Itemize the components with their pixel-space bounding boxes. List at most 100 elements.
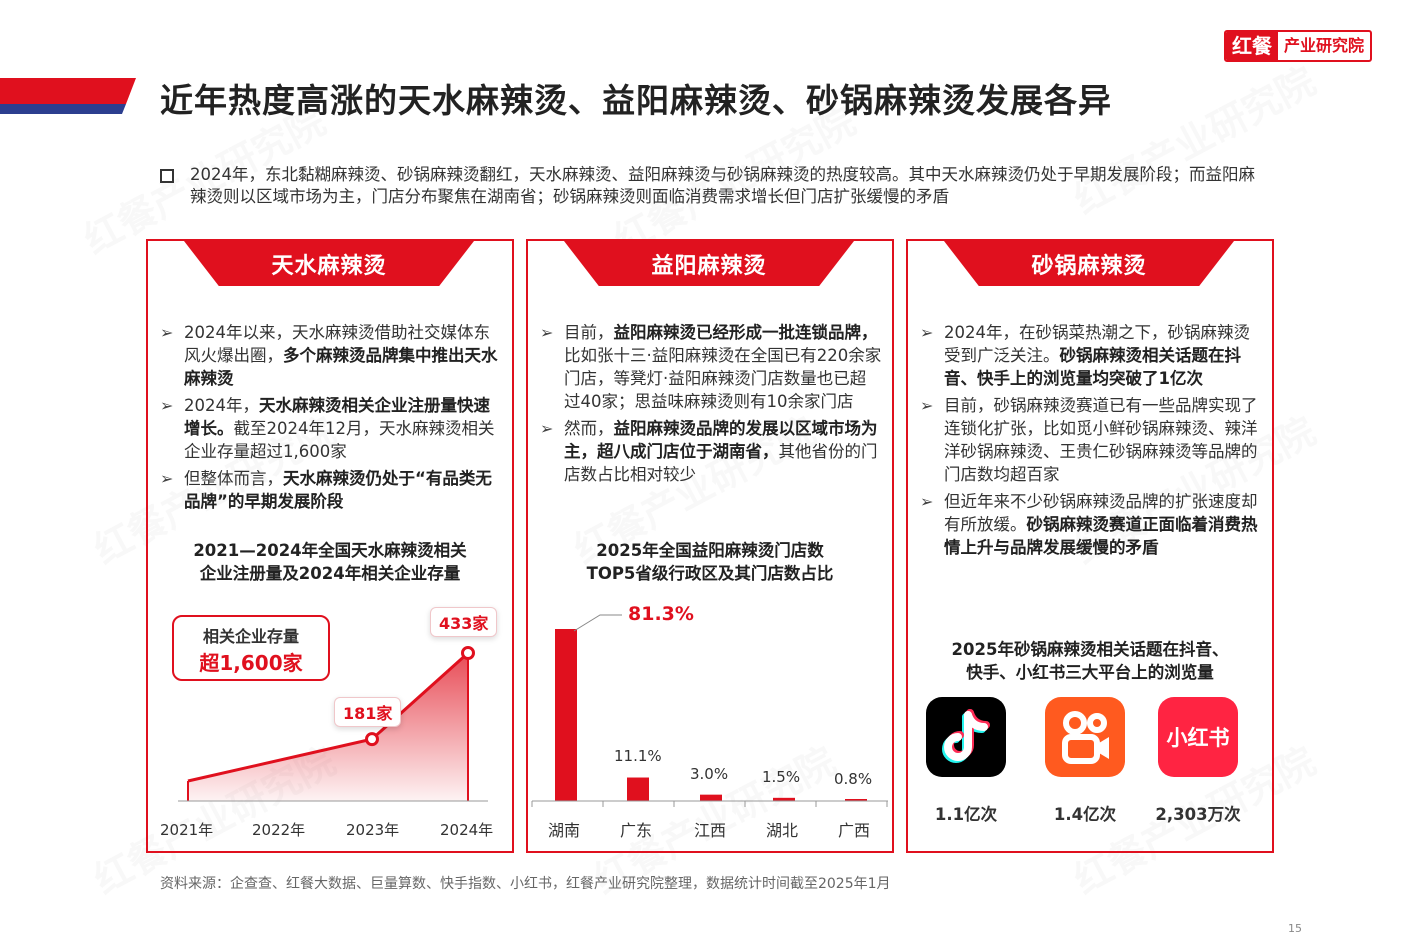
panel-tag: 砂锅麻辣烫 xyxy=(944,241,1234,286)
bar-value-label: 11.1% xyxy=(614,747,662,765)
panel-tag-label: 天水麻辣烫 xyxy=(271,253,387,279)
panel-tianshui: 天水麻辣烫 ➢ 2024年以来，天水麻辣烫借助社交媒体东风火爆出圈，多个麻辣烫品牌… xyxy=(146,239,514,853)
panel-shaguo: 砂锅麻辣烫 ➢ 2024年，在砂锅菜热潮之下，砂锅麻辣烫受到广泛关注。砂锅麻辣烫相… xyxy=(906,239,1274,853)
bullet-text: 然而，益阳麻辣烫品牌的发展以区域市场为主，超八成门店位于湖南省，其他省份的门店数… xyxy=(564,417,882,486)
bullet-text: 但整体而言，天水麻辣烫仍处于“有品类无品牌”的早期发展阶段 xyxy=(184,467,502,513)
data-point xyxy=(461,646,475,660)
bullet-text: 目前，益阳麻辣烫已经形成一批连锁品牌， 比如张十三·益阳麻辣烫在全国已有220余家… xyxy=(564,321,882,413)
stock-label: 相关企业存量 xyxy=(202,627,299,646)
kuaishou-icon xyxy=(1045,697,1125,777)
panel-tag-label: 砂锅麻辣烫 xyxy=(1031,253,1147,279)
x-tick-label: 广东 xyxy=(620,821,653,840)
page-title: 近年热度高涨的天水麻辣烫、益阳麻辣烫、砂锅麻辣烫发展各异 xyxy=(160,81,1112,120)
arrow-bullet-icon: ➢ xyxy=(160,469,174,488)
arrow-bullet-icon: ➢ xyxy=(160,396,174,415)
x-tick-label: 2024年 xyxy=(440,821,494,839)
x-tick-label: 湖北 xyxy=(766,821,799,840)
chart-title-line: 2025年砂锅麻辣烫相关话题在抖音、 xyxy=(951,640,1229,659)
xiaohongshu-icon-text: 小红书 xyxy=(1166,726,1230,750)
x-tick-label: 广西 xyxy=(838,821,871,840)
bullet-segment: 其他省份的门店数占比相对较少 xyxy=(564,442,878,484)
bullet-segment: 2024年， xyxy=(184,396,259,415)
bar-value-label: 0.8% xyxy=(834,770,873,788)
bullet-item: ➢ 但整体而言，天水麻辣烫仍处于“有品类无品牌”的早期发展阶段 xyxy=(160,467,502,513)
bullet-list: ➢ 2024年以来，天水麻辣烫借助社交媒体东风火爆出圈，多个麻辣烫品牌集中推出天水… xyxy=(160,321,502,517)
x-tick-label: 湖南 xyxy=(548,821,581,840)
data-label-2023: 181家 xyxy=(334,697,402,727)
bullet-text: 2024年以来，天水麻辣烫借助社交媒体东风火爆出圈，多个麻辣烫品牌集中推出天水麻… xyxy=(184,321,502,390)
platform-value: 1.4亿次 xyxy=(1053,805,1117,824)
page-number: 15 xyxy=(1288,922,1302,935)
bar xyxy=(555,629,577,801)
stock-callout: 相关企业存量 超1,600家 xyxy=(172,615,330,681)
bullet-emphasis: 砂锅麻辣烫赛道正面临着消费热情上升与品牌发展缓慢的矛盾 xyxy=(944,515,1258,557)
bullet-list: ➢ 目前，益阳麻辣烫已经形成一批连锁品牌， 比如张十三·益阳麻辣烫在全国已有220余… xyxy=(540,321,882,490)
bar-value-label: 81.3% xyxy=(628,603,694,625)
bullet-emphasis: 益阳麻辣烫已经形成一批连锁品牌， xyxy=(613,323,878,342)
leader-line xyxy=(573,614,622,632)
bullet-item: ➢ 2024年，在砂锅菜热潮之下，砂锅麻辣烫受到广泛关注。砂锅麻辣烫相关话题在抖音… xyxy=(920,321,1262,390)
chart-title-line: 2021—2024年全国天水麻辣烫相关 xyxy=(193,541,467,560)
arrow-bullet-icon: ➢ xyxy=(540,323,554,342)
bullet-segment: 目前，砂锅麻辣烫赛道已有一些品牌实现了连锁化扩张，比如觅小鲜砂锅麻辣烫、辣洋洋砂… xyxy=(944,396,1258,484)
chart-title: 2025年砂锅麻辣烫相关话题在抖音、 快手、小红书三大平台上的浏览量 xyxy=(908,638,1272,684)
arrow-bullet-icon: ➢ xyxy=(920,396,934,415)
bullet-item: ➢ 目前，益阳麻辣烫已经形成一批连锁品牌， 比如张十三·益阳麻辣烫在全国已有220余… xyxy=(540,321,882,413)
chart-title: 2025年全国益阳麻辣烫门店数 TOP5省级行政区及其门店数占比 xyxy=(528,539,892,585)
chart-title-line: 企业注册量及2024年相关企业存量 xyxy=(199,564,461,583)
arrow-bullet-icon: ➢ xyxy=(160,323,174,342)
chart-title-line: TOP5省级行政区及其门店数占比 xyxy=(586,564,834,583)
panel-tag: 天水麻辣烫 xyxy=(184,241,474,286)
bullet-item: ➢ 目前，砂锅麻辣烫赛道已有一些品牌实现了连锁化扩张，比如觅小鲜砂锅麻辣烫、辣洋洋… xyxy=(920,394,1262,486)
bullet-segment: 2024年，在砂锅菜热潮之下，砂锅麻辣烫受到广泛关注。 xyxy=(944,323,1250,365)
bullet-item: ➢ 2024年以来，天水麻辣烫借助社交媒体东风火爆出圈，多个麻辣烫品牌集中推出天水… xyxy=(160,321,502,390)
summary-text: 2024年，东北黏糊麻辣烫、砂锅麻辣烫翻红，天水麻辣烫、益阳麻辣烫与砂锅麻辣烫的… xyxy=(190,165,1255,206)
chart-title: 2021—2024年全国天水麻辣烫相关 企业注册量及2024年相关企业存量 xyxy=(148,539,512,585)
x-tick-label: 2021年 xyxy=(160,821,214,839)
bullet-text: 2024年，天水麻辣烫相关企业注册量快速增长。截至2024年12月，天水麻辣烫相… xyxy=(184,394,502,463)
bullet-segment: 2024年以来，天水麻辣烫借助社交媒体东风火爆出圈， xyxy=(184,323,490,365)
chart-title-line: 快手、小红书三大平台上的浏览量 xyxy=(966,663,1214,682)
square-bullet-icon xyxy=(160,169,174,183)
bullet-segment: 然而， xyxy=(564,419,614,438)
bullet-list: ➢ 2024年，在砂锅菜热潮之下，砂锅麻辣烫受到广泛关注。砂锅麻辣烫相关话题在抖音… xyxy=(920,321,1262,563)
bullet-segment: 截至2024年12月，天水麻辣烫相关企业存量超过1,600家 xyxy=(184,419,495,461)
bar-value-label: 1.5% xyxy=(762,768,801,786)
arrow-bullet-icon: ➢ xyxy=(920,492,934,511)
source-note: 资料来源：企查查、红餐大数据、巨量算数、快手指数、小红书，红餐产业研究院整理，数… xyxy=(160,876,891,892)
logo-text: 产业研究院 xyxy=(1284,36,1365,55)
x-tick-label: 2023年 xyxy=(346,821,400,839)
bullet-item: ➢ 然而，益阳麻辣烫品牌的发展以区域市场为主，超八成门店位于湖南省，其他省份的门店… xyxy=(540,417,882,486)
panel-yiyang: 益阳麻辣烫 ➢ 目前，益阳麻辣烫已经形成一批连锁品牌， 比如张十三·益阳麻辣烫在全国… xyxy=(526,239,894,853)
x-tick-label: 2022年 xyxy=(252,821,306,839)
bullet-item: ➢ 2024年，天水麻辣烫相关企业注册量快速增长。截至2024年12月，天水麻辣烫… xyxy=(160,394,502,463)
douyin-icon xyxy=(926,697,1006,777)
bullet-emphasis: 天水麻辣烫仍处于“有品类无品牌”的早期发展阶段 xyxy=(184,469,492,511)
bullet-text: 但近年来不少砂锅麻辣烫品牌的扩张速度却有所放缓。砂锅麻辣烫赛道正面临着消费热情上… xyxy=(944,490,1262,559)
bar xyxy=(845,799,867,801)
xiaohongshu-icon: 小红书 xyxy=(1158,697,1238,777)
store-share-bar-chart xyxy=(531,614,888,807)
bullet-segment: 但整体而言， xyxy=(184,469,283,488)
platform-value: 1.1亿次 xyxy=(934,805,998,824)
bar xyxy=(627,777,649,801)
logo-mark: 红餐 xyxy=(1226,32,1278,60)
data-point xyxy=(365,732,379,747)
bar xyxy=(700,794,722,801)
title-accent-bar xyxy=(0,78,136,114)
panel-tag: 益阳麻辣烫 xyxy=(564,241,854,286)
bullet-emphasis: 天水麻辣烫相关企业注册量快速增长。 xyxy=(184,396,490,438)
arrow-bullet-icon: ➢ xyxy=(540,419,554,438)
bar xyxy=(773,797,795,801)
chart-title-line: 2025年全国益阳麻辣烫门店数 xyxy=(596,541,824,560)
bar-value-label: 3.0% xyxy=(690,765,729,783)
bullet-segment: 但近年来不少砂锅麻辣烫品牌的扩张速度却有所放缓。 xyxy=(944,492,1258,534)
bullet-text: 2024年，在砂锅菜热潮之下，砂锅麻辣烫受到广泛关注。砂锅麻辣烫相关话题在抖音、… xyxy=(944,321,1262,390)
area-fill xyxy=(188,653,468,801)
registration-area-chart xyxy=(178,646,488,802)
summary: 2024年，东北黏糊麻辣烫、砂锅麻辣烫翻红，天水麻辣烫、益阳麻辣烫与砂锅麻辣烫的… xyxy=(160,164,1270,208)
bullet-segment: 比如张十三·益阳麻辣烫在全国已有220余家门店，等凳灯·益阳麻辣烫门店数量也已超… xyxy=(564,346,882,411)
x-tick-label: 江西 xyxy=(694,821,727,840)
stock-value: 超1,600家 xyxy=(199,651,303,675)
bullet-item: ➢ 但近年来不少砂锅麻辣烫品牌的扩张速度却有所放缓。砂锅麻辣烫赛道正面临着消费热情… xyxy=(920,490,1262,559)
